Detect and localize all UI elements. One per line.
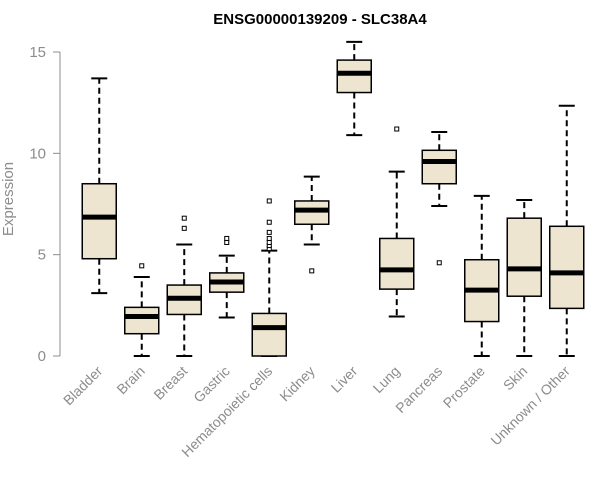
x-tick-label: Pancreas — [392, 363, 445, 416]
box-iqr — [506, 217, 542, 297]
box-breast — [166, 215, 202, 357]
x-tick-label: Skin — [500, 363, 531, 394]
y-tick-label: 15 — [29, 44, 46, 61]
x-tick-label: Kidney — [276, 363, 318, 405]
x-tick-label: Breast — [150, 363, 190, 403]
outlier-point — [224, 235, 230, 241]
box-kidney — [294, 175, 330, 274]
box-iqr — [81, 182, 117, 260]
x-tick-label: Unknown / Other — [487, 363, 573, 449]
y-tick-label: 0 — [38, 348, 46, 365]
outlier-point — [394, 126, 400, 132]
box-skin — [506, 198, 542, 357]
x-tick-label: Liver — [328, 363, 361, 396]
box-bladder — [81, 77, 117, 295]
x-tick-label: Prostate — [440, 363, 488, 411]
box-iqr — [124, 306, 160, 335]
outlier-point — [181, 215, 187, 221]
box-lung — [379, 126, 415, 318]
box-iqr — [294, 200, 330, 226]
y-tick-label: 5 — [38, 247, 46, 264]
box-iqr — [379, 237, 415, 290]
box-gastric — [209, 235, 245, 319]
box-iqr — [251, 312, 287, 357]
x-tick-label: Brain — [113, 363, 147, 397]
box-iqr — [336, 59, 372, 94]
outlier-point — [139, 263, 145, 269]
outlier-point — [224, 240, 230, 246]
x-tick-label: Lung — [370, 363, 403, 396]
outlier-point — [181, 225, 187, 231]
box-prostate — [464, 194, 500, 357]
boxes-group — [81, 40, 585, 357]
box-pancreas — [421, 131, 457, 266]
box-iqr — [549, 225, 585, 310]
box-unknown-other — [549, 104, 585, 357]
box-brain — [124, 263, 160, 357]
box-iqr — [421, 149, 457, 185]
box-hematopoietic-cells — [251, 198, 287, 357]
outlier-point — [266, 229, 272, 235]
chart-title: ENSG00000139209 - SLC38A4 — [213, 11, 427, 28]
outlier-point — [266, 240, 272, 246]
outlier-point — [436, 260, 442, 266]
outlier-point — [266, 235, 272, 241]
outlier-point — [266, 198, 272, 204]
y-axis-label: Expression — [0, 162, 17, 236]
y-tick-label: 10 — [29, 145, 46, 162]
outlier-point — [309, 268, 315, 274]
x-tick-label: Bladder — [60, 363, 106, 409]
box-liver — [336, 40, 372, 137]
outlier-point — [266, 219, 272, 225]
y-axis: 0 5 10 15 — [29, 44, 61, 365]
